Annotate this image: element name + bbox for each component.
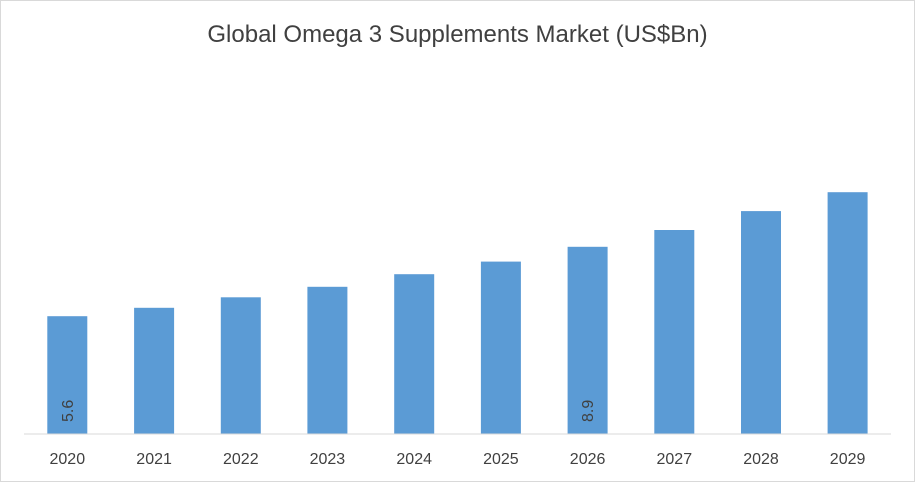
- bar-2020: [47, 316, 88, 434]
- bar-2027: [654, 230, 695, 434]
- x-tick-label: 2029: [830, 451, 866, 468]
- x-tick-label: 2020: [50, 451, 86, 468]
- bar-2022: [220, 297, 261, 434]
- bar-2029: [827, 192, 868, 434]
- bar-2025: [480, 261, 521, 434]
- x-tick-label: 2022: [223, 451, 259, 468]
- x-tick-label: 2025: [483, 451, 519, 468]
- chart-title: Global Omega 3 Supplements Market (US$Bn…: [207, 21, 708, 48]
- x-tick-label: 2024: [396, 451, 432, 468]
- x-tick-label: 2023: [310, 451, 346, 468]
- x-tick-label: 2027: [657, 451, 693, 468]
- bar-2026: [567, 246, 608, 434]
- bar-2023: [307, 286, 348, 434]
- data-label-2020: 5.6: [60, 400, 77, 422]
- bar-2024: [394, 274, 435, 434]
- data-label-2026: 8.9: [580, 400, 597, 422]
- bar-2021: [134, 307, 175, 434]
- x-tick-labels: 2020 2021 2022 2023 2024 2025 2026 2027 2028 2029: [50, 451, 866, 468]
- bars-group: [47, 192, 868, 434]
- x-tick-label: 2028: [743, 451, 779, 468]
- data-labels: 5.6 8.9: [60, 400, 597, 422]
- x-tick-label: 2026: [570, 451, 606, 468]
- bar-2028: [741, 211, 781, 434]
- x-tick-label: 2021: [136, 451, 172, 468]
